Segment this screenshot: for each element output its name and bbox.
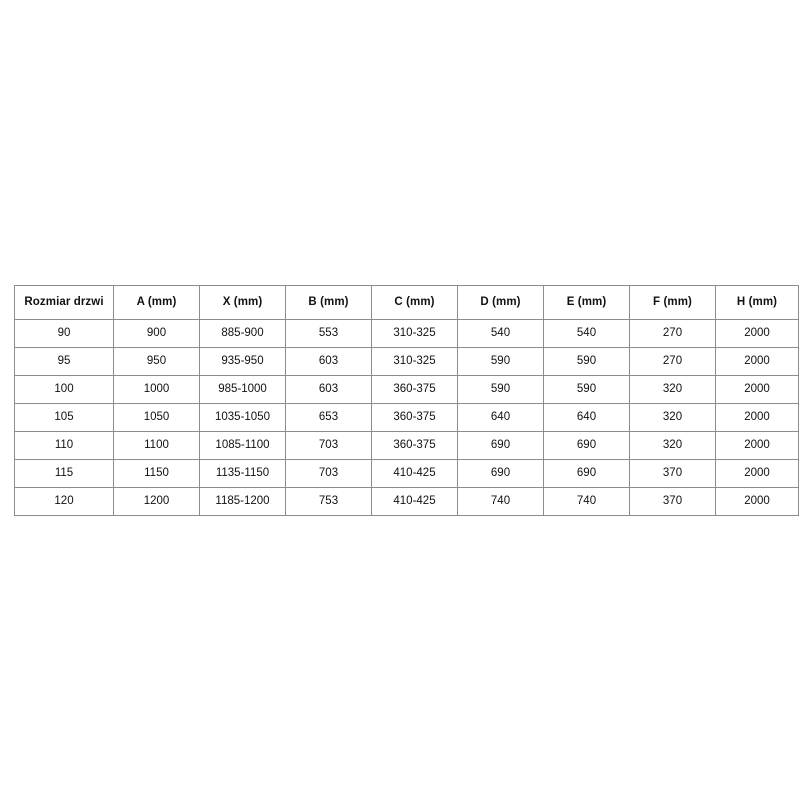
cell-r5-c2: 1135-1150 <box>199 459 286 488</box>
cell-r5-c6: 690 <box>543 459 630 488</box>
cell-r1-c6: 590 <box>543 347 630 376</box>
cell-r1-c3: 603 <box>285 347 372 376</box>
column-header-5: D (mm) <box>457 285 544 320</box>
cell-r4-c4: 360-375 <box>371 431 458 460</box>
cell-r5-c0: 115 <box>14 459 114 488</box>
cell-r6-c2: 1185-1200 <box>199 487 286 516</box>
cell-r2-c8: 2000 <box>715 375 799 404</box>
cell-r3-c1: 1050 <box>113 403 200 432</box>
cell-r3-c6: 640 <box>543 403 630 432</box>
cell-r1-c8: 2000 <box>715 347 799 376</box>
cell-r2-c7: 320 <box>629 375 716 404</box>
cell-r3-c8: 2000 <box>715 403 799 432</box>
cell-r5-c7: 370 <box>629 459 716 488</box>
table-row: 90 900 885-900 553 310-325 540 540 270 2000 <box>14 319 799 348</box>
table-row: 120 1200 1185-1200 753 410-425 740 740 370 2000 <box>14 487 799 516</box>
cell-r0-c6: 540 <box>543 319 630 348</box>
cell-r4-c7: 320 <box>629 431 716 460</box>
column-header-8: H (mm) <box>715 285 799 320</box>
cell-r5-c4: 410-425 <box>371 459 458 488</box>
cell-r4-c3: 703 <box>285 431 372 460</box>
column-header-0: Rozmiar drzwi <box>14 285 114 320</box>
cell-r2-c4: 360-375 <box>371 375 458 404</box>
spec-table-container: Rozmiar drzwi A (mm) X (mm) B (mm) C (mm) D (… <box>14 285 799 516</box>
cell-r4-c2: 1085-1100 <box>199 431 286 460</box>
cell-r4-c6: 690 <box>543 431 630 460</box>
cell-r4-c8: 2000 <box>715 431 799 460</box>
column-header-2: X (mm) <box>199 285 286 320</box>
cell-r1-c7: 270 <box>629 347 716 376</box>
cell-r2-c5: 590 <box>457 375 544 404</box>
cell-r4-c5: 690 <box>457 431 544 460</box>
table-row: 100 1000 985-1000 603 360-375 590 590 320 2000 <box>14 375 799 404</box>
cell-r0-c4: 310-325 <box>371 319 458 348</box>
cell-r6-c7: 370 <box>629 487 716 516</box>
cell-r0-c2: 885-900 <box>199 319 286 348</box>
table-row: 110 1100 1085-1100 703 360-375 690 690 320 2000 <box>14 431 799 460</box>
door-size-spec-table: Rozmiar drzwi A (mm) X (mm) B (mm) C (mm) D (… <box>14 285 799 516</box>
table-header-row: Rozmiar drzwi A (mm) X (mm) B (mm) C (mm) D (… <box>14 285 799 320</box>
cell-r5-c1: 1150 <box>113 459 200 488</box>
cell-r5-c8: 2000 <box>715 459 799 488</box>
cell-r4-c1: 1100 <box>113 431 200 460</box>
cell-r0-c1: 900 <box>113 319 200 348</box>
table-header: Rozmiar drzwi A (mm) X (mm) B (mm) C (mm) D (… <box>14 285 799 320</box>
cell-r3-c5: 640 <box>457 403 544 432</box>
cell-r6-c1: 1200 <box>113 487 200 516</box>
cell-r6-c8: 2000 <box>715 487 799 516</box>
cell-r6-c3: 753 <box>285 487 372 516</box>
column-header-4: C (mm) <box>371 285 458 320</box>
table-body: 90 900 885-900 553 310-325 540 540 270 2000 95 950… <box>14 319 799 516</box>
cell-r1-c1: 950 <box>113 347 200 376</box>
cell-r2-c6: 590 <box>543 375 630 404</box>
cell-r3-c2: 1035-1050 <box>199 403 286 432</box>
cell-r3-c7: 320 <box>629 403 716 432</box>
cell-r0-c7: 270 <box>629 319 716 348</box>
cell-r6-c6: 740 <box>543 487 630 516</box>
cell-r0-c8: 2000 <box>715 319 799 348</box>
cell-r0-c5: 540 <box>457 319 544 348</box>
cell-r2-c0: 100 <box>14 375 114 404</box>
cell-r0-c0: 90 <box>14 319 114 348</box>
cell-r2-c1: 1000 <box>113 375 200 404</box>
cell-r6-c0: 120 <box>14 487 114 516</box>
cell-r3-c3: 653 <box>285 403 372 432</box>
cell-r5-c3: 703 <box>285 459 372 488</box>
table-row: 115 1150 1135-1150 703 410-425 690 690 370 2000 <box>14 459 799 488</box>
cell-r6-c5: 740 <box>457 487 544 516</box>
cell-r4-c0: 110 <box>14 431 114 460</box>
cell-r6-c4: 410-425 <box>371 487 458 516</box>
cell-r2-c2: 985-1000 <box>199 375 286 404</box>
column-header-1: A (mm) <box>113 285 200 320</box>
cell-r3-c4: 360-375 <box>371 403 458 432</box>
cell-r3-c0: 105 <box>14 403 114 432</box>
cell-r1-c0: 95 <box>14 347 114 376</box>
cell-r2-c3: 603 <box>285 375 372 404</box>
cell-r5-c5: 690 <box>457 459 544 488</box>
column-header-7: F (mm) <box>629 285 716 320</box>
column-header-3: B (mm) <box>285 285 372 320</box>
table-row: 95 950 935-950 603 310-325 590 590 270 2000 <box>14 347 799 376</box>
column-header-6: E (mm) <box>543 285 630 320</box>
cell-r1-c5: 590 <box>457 347 544 376</box>
cell-r0-c3: 553 <box>285 319 372 348</box>
table-row: 105 1050 1035-1050 653 360-375 640 640 320 2000 <box>14 403 799 432</box>
cell-r1-c2: 935-950 <box>199 347 286 376</box>
cell-r1-c4: 310-325 <box>371 347 458 376</box>
